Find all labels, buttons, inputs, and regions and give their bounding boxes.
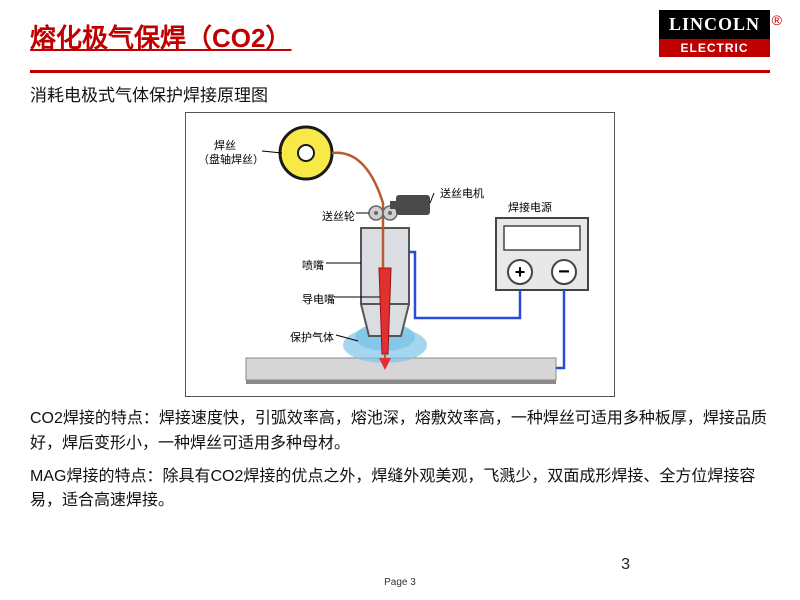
label-wire-spool2: （盘轴焊丝） — [198, 151, 264, 167]
svg-text:−: − — [558, 261, 570, 283]
page-footer: Page 3 — [0, 577, 800, 588]
label-power-supply: 焊接电源 — [508, 199, 552, 215]
label-feed-motor: 送丝电机 — [440, 185, 484, 201]
brand-logo: LINCOLN ELECTRIC ® — [659, 10, 770, 57]
logo-top-text: LINCOLN — [659, 10, 770, 39]
label-feed-roll: 送丝轮 — [322, 208, 355, 224]
paragraph-co2: CO2焊接的特点：焊接速度快，引弧效率高，熔池深，熔敷效率高，一种焊丝可适用多种… — [0, 407, 800, 457]
logo-registered-icon: ® — [772, 12, 782, 28]
label-nozzle: 喷嘴 — [302, 257, 324, 273]
label-shield-gas: 保护气体 — [290, 329, 334, 345]
label-contact-tip: 导电嘴 — [302, 291, 335, 307]
page-number: 3 — [621, 556, 630, 574]
paragraph-mag: MAG焊接的特点：除具有CO2焊接的优点之外，焊缝外观美观，飞溅少，双面成形焊接… — [0, 465, 800, 515]
logo-bottom-text: ELECTRIC — [659, 39, 770, 57]
welding-schematic-diagram: +− 焊丝 （盘轴焊丝） 送丝电机 送丝轮 焊接电源 喷嘴 导电嘴 保护气体 — [185, 112, 615, 397]
diagram-subtitle: 消耗电极式气体保护焊接原理图 — [0, 81, 800, 106]
svg-text:+: + — [515, 262, 526, 282]
header-rule — [30, 70, 770, 73]
